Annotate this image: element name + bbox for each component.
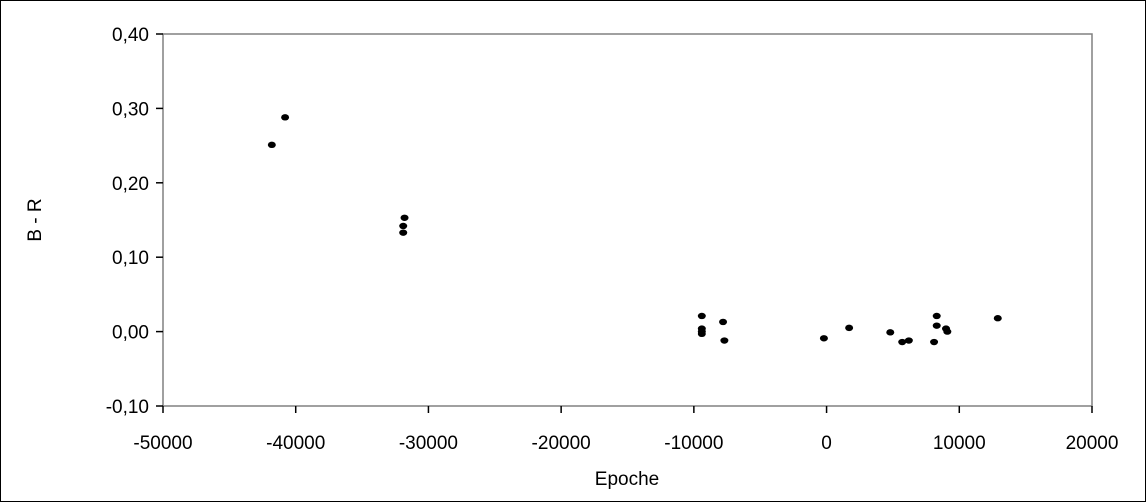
- x-axis: -50000 -40000 -30000 -20000 -10000 0 10000 2000…: [133, 406, 1118, 454]
- data-point: [898, 338, 907, 346]
- data-point: [399, 222, 408, 230]
- data-point: [943, 328, 952, 335]
- data-point: [697, 330, 706, 338]
- data-point: [932, 322, 941, 329]
- data-point: [932, 312, 941, 320]
- data-points: [267, 114, 1002, 346]
- data-point: [399, 229, 408, 236]
- y-tick-label: 0,20: [112, 174, 149, 195]
- data-point: [281, 114, 290, 121]
- x-axis-title: Epoche: [595, 469, 659, 490]
- x-tick-label: -50000: [133, 433, 192, 454]
- x-tick-label: 10000: [933, 433, 986, 454]
- data-point: [845, 324, 854, 332]
- data-point: [930, 338, 939, 346]
- y-tick-label: 0,00: [112, 323, 149, 344]
- plot-area: [162, 33, 1093, 407]
- data-point: [993, 315, 1002, 322]
- x-tick-label: -20000: [532, 433, 591, 454]
- x-tick-label: -10000: [664, 433, 723, 454]
- data-point: [904, 337, 913, 344]
- data-point: [267, 141, 276, 149]
- y-tick-label: -0,10: [106, 397, 149, 418]
- y-axis: -0,10 0,00 0,10 0,20 0,30 0,40: [106, 25, 163, 418]
- x-tick-label: 20000: [1066, 433, 1119, 454]
- data-point: [719, 318, 728, 326]
- y-tick-label: 0,30: [112, 99, 149, 120]
- data-point: [400, 214, 409, 221]
- data-point: [819, 335, 828, 342]
- x-tick-label: -40000: [266, 433, 325, 454]
- y-tick-label: 0,40: [112, 25, 149, 46]
- y-axis-title: B - R: [25, 198, 46, 241]
- data-point: [697, 312, 706, 320]
- y-tick-label: 0,10: [112, 248, 149, 269]
- data-point: [720, 337, 729, 344]
- data-point: [886, 329, 895, 336]
- x-tick-label: -30000: [399, 433, 458, 454]
- x-tick-label: 0: [821, 433, 832, 454]
